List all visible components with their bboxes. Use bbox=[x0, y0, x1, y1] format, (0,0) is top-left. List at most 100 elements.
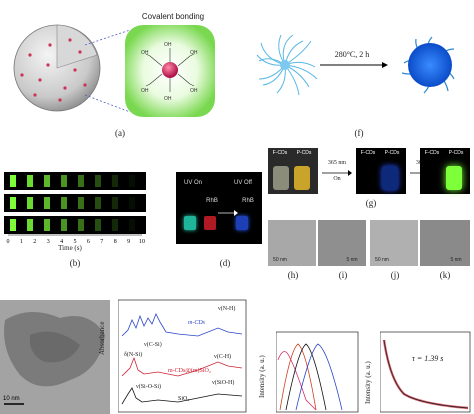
ftir-peak-siosi: ν(Si-O-Si) bbox=[136, 384, 162, 390]
carbon-dot bbox=[162, 62, 178, 78]
panel-b-tick-label: 8 bbox=[114, 239, 117, 244]
afterglow-frame bbox=[112, 197, 118, 209]
panel-f-caption: (f) bbox=[354, 128, 364, 138]
afterglow-frame bbox=[10, 197, 16, 209]
panel-a-label: Covalent bonding bbox=[141, 12, 205, 21]
afterglow-strip-3 bbox=[4, 216, 146, 234]
ftir-series-sio2: SiO₂ bbox=[178, 396, 190, 402]
scale-k: 5 nm bbox=[450, 257, 462, 263]
afterglow-frame bbox=[27, 175, 33, 187]
g-step1-wavelength: 365 nm bbox=[327, 160, 347, 166]
tem-k bbox=[420, 220, 470, 266]
afterglow-frame bbox=[112, 219, 118, 231]
pl-ytitle: Intensity (a. u.) bbox=[258, 355, 266, 398]
blue-carbon-dot bbox=[408, 43, 452, 87]
svg-text:OH: OH bbox=[164, 96, 172, 102]
panel-b-tick-label: 0 bbox=[7, 239, 10, 244]
panel-f-schematic bbox=[256, 34, 455, 96]
afterglow-frame bbox=[44, 219, 50, 231]
panel-b-tick-label: 6 bbox=[87, 239, 90, 244]
panel-a-caption: (a) bbox=[115, 128, 125, 138]
tem-bottom-flakes bbox=[4, 311, 105, 405]
d-rhb-left: RhB bbox=[206, 198, 218, 204]
tem-j bbox=[370, 220, 418, 266]
caption-k: (k) bbox=[439, 270, 451, 280]
decay-ytitle: Intensity (a. u.) bbox=[364, 361, 372, 404]
g-label-fcds-1: F-CDs bbox=[272, 150, 288, 156]
d-arrow bbox=[218, 210, 238, 216]
g-arrow-1 bbox=[322, 170, 352, 176]
g-label-pcds-2: P-CDs bbox=[384, 150, 400, 156]
d-uv-on: UV On bbox=[183, 180, 202, 186]
pl-plot bbox=[276, 331, 359, 413]
afterglow-frame bbox=[129, 175, 135, 187]
ftir-series-mcds-sio2: m-CDs@(m)SiO₂ bbox=[168, 368, 211, 374]
panel-b-tick-label: 2 bbox=[33, 239, 36, 244]
ftir-peak-ch: ν(C-H) bbox=[214, 354, 232, 360]
afterglow-frame bbox=[78, 219, 84, 231]
afterglow-frame bbox=[129, 219, 135, 231]
panel-f-condition: 280°C, 2 h bbox=[334, 50, 370, 59]
afterglow-frame bbox=[112, 175, 118, 187]
d-rhb-right: RhB bbox=[242, 198, 254, 204]
sphere-cutaway bbox=[56, 24, 98, 69]
afterglow-frame bbox=[44, 197, 50, 209]
panel-b-tick-label: 4 bbox=[60, 239, 63, 244]
panel-d-caption: (d) bbox=[219, 258, 231, 268]
afterglow-frame bbox=[27, 197, 33, 209]
svg-text:OH: OH bbox=[164, 42, 172, 48]
svg-text:OH: OH bbox=[141, 50, 149, 56]
ftir-plot bbox=[118, 299, 247, 413]
caption-i: (i) bbox=[338, 270, 348, 280]
afterglow-frame bbox=[27, 219, 33, 231]
panel-b-axis: 0 1 2 3 4 5 6 7 8 9 10 bbox=[7, 234, 145, 244]
afterglow-frame bbox=[61, 197, 67, 209]
afterglow-frame bbox=[10, 219, 16, 231]
g-label-fcds-2: F-CDs bbox=[360, 150, 376, 156]
tem-i bbox=[318, 220, 366, 266]
d-uv-off: UV Off bbox=[234, 180, 252, 186]
panel-b-caption: (b) bbox=[69, 258, 81, 268]
ftir-peak-csi: ν(C-Si) bbox=[144, 342, 162, 348]
panel-b-tick-label: 9 bbox=[127, 239, 130, 244]
vials-photo-uv-off bbox=[420, 148, 470, 194]
afterglow-frame bbox=[95, 219, 101, 231]
svg-text:OH: OH bbox=[190, 50, 198, 56]
vials-photo-ambient bbox=[268, 148, 318, 194]
panel-b-tick-label: 3 bbox=[47, 239, 50, 244]
g-label-pcds-1: P-CDs bbox=[296, 150, 312, 156]
rhb-photo bbox=[176, 172, 262, 244]
ftir-peak-nh: ν(N-H) bbox=[218, 306, 236, 312]
afterglow-frame bbox=[78, 197, 84, 209]
panel-b-tick-label: 1 bbox=[20, 239, 23, 244]
vials-photo-uv-on bbox=[356, 148, 406, 194]
ftir-peak-nsi: δ(N-Si) bbox=[124, 352, 143, 358]
g-step1-state: On bbox=[333, 176, 341, 182]
afterglow-frame bbox=[95, 175, 101, 187]
svg-text:OH: OH bbox=[141, 88, 149, 94]
caption-h: (h) bbox=[287, 270, 299, 280]
afterglow-frame bbox=[61, 219, 67, 231]
afterglow-frame bbox=[61, 175, 67, 187]
caption-j: (j) bbox=[390, 270, 400, 280]
panel-b-tick-label: 5 bbox=[74, 239, 77, 244]
ftir-peak-sioh: ν(SiO-H) bbox=[212, 380, 235, 386]
afterglow-frame bbox=[44, 175, 50, 187]
tem-h bbox=[268, 220, 316, 266]
scale-i: 5 nm bbox=[346, 257, 358, 263]
panel-b-xtitle: Time (s) bbox=[58, 244, 82, 252]
afterglow-strip-2 bbox=[4, 194, 146, 212]
afterglow-frame bbox=[10, 175, 16, 187]
svg-text:OH: OH bbox=[190, 88, 198, 94]
decay-plot bbox=[380, 331, 471, 413]
afterglow-frame bbox=[95, 197, 101, 209]
panel-g-caption: (g) bbox=[365, 198, 377, 208]
g-label-pcds-3: P-CDs bbox=[448, 150, 464, 156]
afterglow-glows bbox=[10, 175, 135, 231]
tem-bottom-scale: 10 nm bbox=[3, 396, 20, 402]
afterglow-frame bbox=[78, 175, 84, 187]
scale-h: 50 nm bbox=[273, 257, 287, 263]
decay-annotation: τ = 1.39 s bbox=[412, 354, 444, 363]
panel-b-tick-label: 7 bbox=[100, 239, 103, 244]
afterglow-frame bbox=[129, 197, 135, 209]
